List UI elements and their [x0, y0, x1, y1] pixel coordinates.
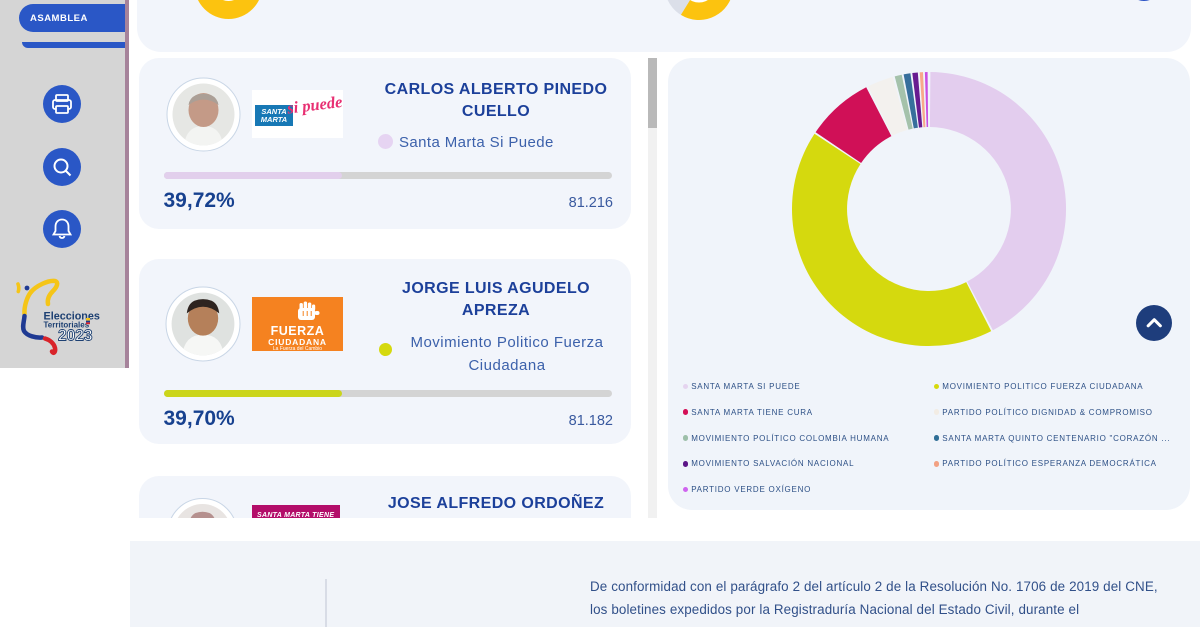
svg-text:Territoriales: Territoriales	[44, 321, 90, 330]
svg-text:2023: 2023	[58, 328, 93, 345]
svg-text:Elecciones: Elecciones	[44, 311, 100, 323]
